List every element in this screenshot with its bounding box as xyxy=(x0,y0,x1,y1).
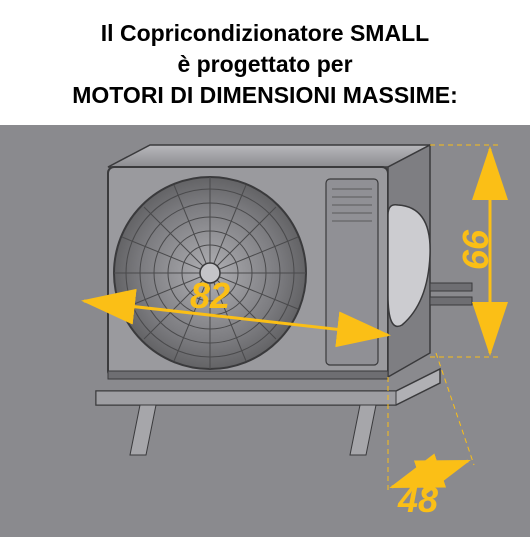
dimension-width-value: 82 xyxy=(190,275,230,317)
dimension-height-value: 66 xyxy=(455,230,497,270)
ac-unit-diagram xyxy=(0,125,530,537)
ac-unit-body xyxy=(96,145,472,455)
header-line-2: è progettato per xyxy=(10,49,520,80)
header-line-1: Il Copricondizionatore SMALL xyxy=(10,18,520,49)
diagram-area: 82 66 48 xyxy=(0,125,530,537)
header-line-3: MOTORI DI DIMENSIONI MASSIME: xyxy=(10,80,520,111)
dimension-depth-value: 48 xyxy=(398,479,438,521)
header-text: Il Copricondizionatore SMALL è progettat… xyxy=(0,0,530,125)
